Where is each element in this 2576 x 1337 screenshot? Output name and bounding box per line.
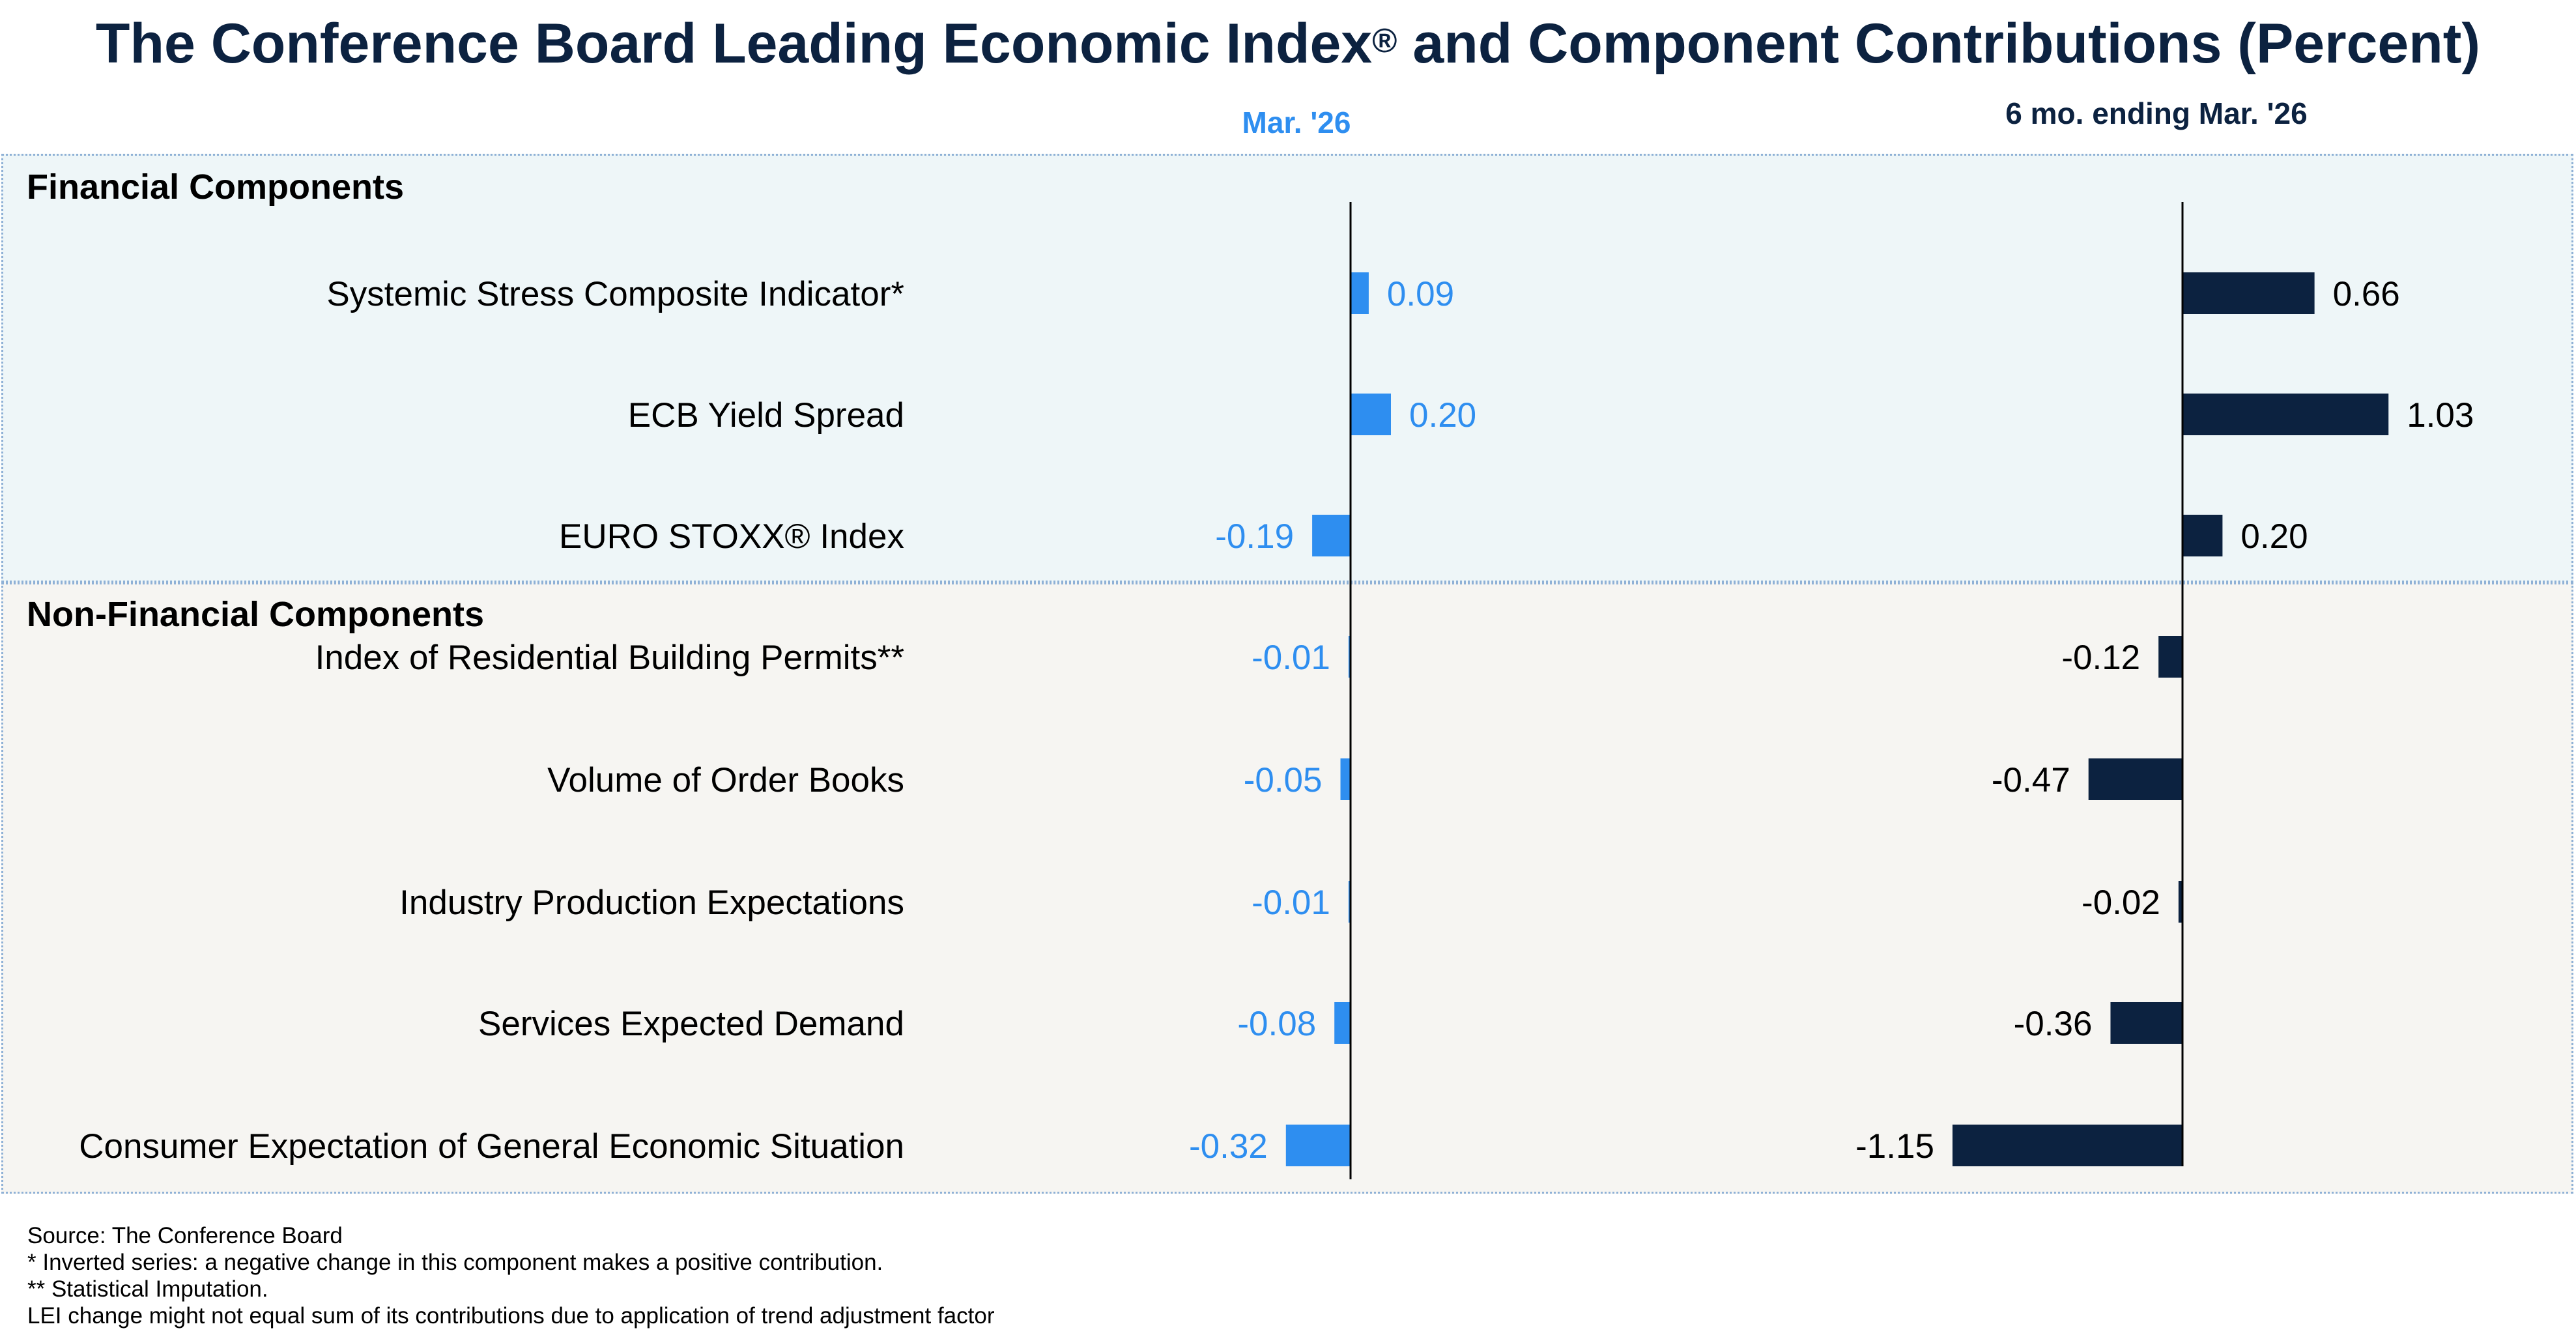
data-label: -0.01	[1252, 884, 1330, 922]
bar-mar	[1312, 515, 1351, 556]
bar-6mo	[2178, 881, 2182, 923]
data-label: -0.05	[1244, 761, 1323, 799]
bar-6mo	[2182, 394, 2389, 435]
data-label: -0.02	[2082, 884, 2160, 922]
bar-6mo	[2182, 515, 2223, 556]
category-label: Systemic Stress Composite Indicator*	[326, 275, 904, 313]
footnote-imputation: ** Statistical Imputation.	[27, 1276, 268, 1302]
bar-mar	[1340, 758, 1351, 800]
footnote-inverted: * Inverted series: a negative change in …	[27, 1250, 883, 1275]
category-label: Industry Production Expectations	[399, 884, 904, 922]
data-label: -0.08	[1237, 1005, 1316, 1043]
data-label: 1.03	[2407, 396, 2474, 435]
category-label: Services Expected Demand	[478, 1005, 904, 1043]
data-label: -0.36	[2014, 1005, 2093, 1043]
bar-6mo	[2088, 758, 2182, 800]
title-text: The Conference Board Leading Economic In…	[95, 12, 1373, 75]
column-header-6mo: 6 mo. ending Mar. '26	[2005, 96, 2308, 130]
bar-mar	[1348, 636, 1351, 678]
bar-6mo	[1952, 1125, 2182, 1166]
category-label: Index of Residential Building Permits**	[315, 639, 904, 677]
column-header-mar: Mar. '26	[1242, 106, 1351, 139]
data-label: -0.19	[1215, 517, 1294, 556]
data-label: 0.20	[2240, 517, 2308, 556]
footnotes: Source: The Conference Board * Inverted …	[27, 1222, 995, 1329]
data-label: 0.09	[1387, 275, 1454, 313]
footnote-source: Source: The Conference Board	[27, 1223, 343, 1248]
bar-6mo	[2158, 636, 2182, 678]
category-label: Volume of Order Books	[547, 761, 904, 799]
data-label: 0.20	[1409, 396, 1476, 435]
data-label: -0.12	[2061, 639, 2140, 677]
data-label: -0.01	[1252, 639, 1330, 677]
bar-mar	[1351, 394, 1391, 435]
footnote-trend: LEI change might not equal sum of its co…	[27, 1303, 995, 1329]
bar-6mo	[2110, 1002, 2182, 1044]
category-label: EURO STOXX® Index	[559, 517, 904, 556]
registered-mark: ®	[1372, 22, 1397, 60]
bar-6mo	[2182, 272, 2315, 314]
bar-mar	[1334, 1002, 1351, 1044]
category-label: ECB Yield Spread	[628, 396, 904, 435]
data-label: -1.15	[1855, 1127, 1934, 1166]
category-label: Consumer Expectation of General Economic…	[79, 1127, 904, 1166]
non-financial-section-title: Non-Financial Components	[27, 595, 484, 634]
financial-section-title: Financial Components	[27, 167, 405, 207]
data-label: 0.66	[2333, 275, 2400, 313]
non-financial-section: Non-Financial Components	[1, 582, 2573, 1194]
bar-mar	[1348, 881, 1351, 923]
data-label: -0.47	[1992, 761, 2070, 799]
bar-mar	[1285, 1125, 1351, 1166]
chart-title: The Conference Board Leading Economic In…	[0, 8, 2576, 79]
data-label: -0.32	[1189, 1127, 1268, 1166]
financial-section: Financial Components	[1, 154, 2573, 582]
title-suffix: and Component Contributions (Percent)	[1397, 12, 2481, 75]
bar-mar	[1351, 272, 1369, 314]
